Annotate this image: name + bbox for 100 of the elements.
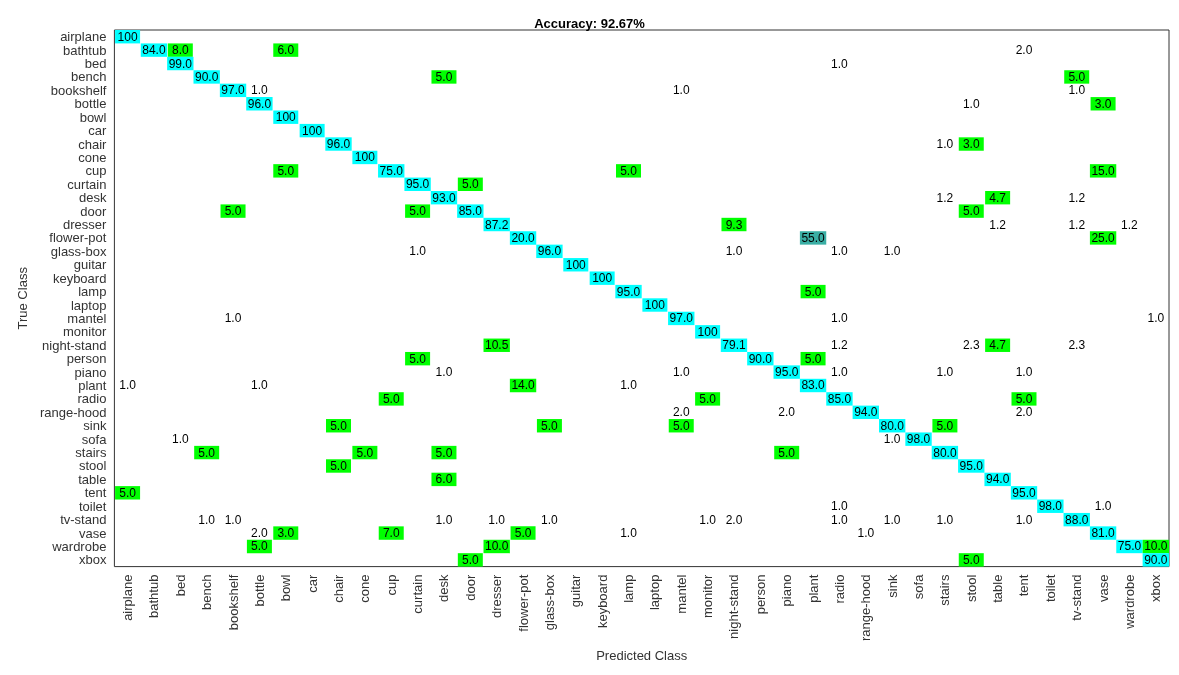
data-label: 100 <box>117 29 138 44</box>
data-label: 10.5 <box>485 338 509 353</box>
data-label: 100 <box>697 324 718 339</box>
data-label: 1.0 <box>409 244 427 259</box>
data-label: 1.0 <box>1015 512 1033 527</box>
y-tick-label: bowl <box>79 109 107 125</box>
x-tick-label: lamp <box>621 574 637 603</box>
data-label: 5.0 <box>620 163 638 178</box>
y-tick-label: guitar <box>73 257 108 273</box>
x-tick-label: bathtub <box>146 574 162 618</box>
data-label: 100 <box>354 150 376 165</box>
data-label: 1.0 <box>962 96 980 111</box>
data-label: 100 <box>565 257 587 272</box>
x-tick-label: chair <box>331 573 346 603</box>
y-tick-label: car <box>88 123 108 139</box>
data-label: 5.0 <box>778 445 796 460</box>
data-label: 5.0 <box>330 418 348 433</box>
data-label: 95.0 <box>959 458 984 473</box>
data-label: 80.0 <box>933 445 957 460</box>
data-label: 1.0 <box>1094 499 1112 514</box>
data-label: 85.0 <box>827 391 852 406</box>
x-tick-label: guitar <box>568 573 584 608</box>
data-label: 2.3 <box>962 338 980 353</box>
data-label: 81.0 <box>1091 526 1116 541</box>
data-label: 95.0 <box>775 365 799 380</box>
y-tick-label: range-hood <box>39 404 107 420</box>
data-label: 1.0 <box>936 512 954 527</box>
data-label: 1.0 <box>541 512 559 527</box>
data-label: 1.0 <box>883 432 901 447</box>
x-tick-label: bookshelf <box>225 574 241 631</box>
data-label: 1.0 <box>831 56 849 71</box>
data-label: 4.7 <box>989 190 1007 205</box>
x-tick-label: monitor <box>700 573 716 618</box>
data-label: 2.0 <box>672 405 690 420</box>
data-label: 98.0 <box>906 432 931 447</box>
data-label: 1.0 <box>672 83 690 98</box>
y-tick-label: dresser <box>63 217 108 233</box>
data-label: 5.0 <box>672 418 690 433</box>
data-label: 95.0 <box>405 177 430 192</box>
data-label: 1.0 <box>831 365 849 380</box>
y-tick-label: wardrobe <box>51 538 107 554</box>
data-label: 1.0 <box>251 378 269 393</box>
data-label: 5.0 <box>224 204 242 219</box>
data-label: 15.0 <box>1091 163 1116 178</box>
data-label: 5.0 <box>514 526 532 541</box>
y-tick-label: sofa <box>81 431 108 447</box>
x-tick-label: sink <box>884 574 900 598</box>
data-label: 90.0 <box>1144 552 1168 567</box>
data-label: 5.0 <box>119 485 137 500</box>
y-tick-label: chair <box>78 136 108 152</box>
data-label: 95.0 <box>616 284 641 299</box>
x-tick-label: stool <box>963 574 979 603</box>
y-tick-label: cup <box>85 163 107 179</box>
data-label: 5.0 <box>1015 391 1033 406</box>
data-label: 5.0 <box>461 177 479 192</box>
data-label: 4.7 <box>989 338 1007 353</box>
data-label: 98.0 <box>1038 499 1063 514</box>
x-tick-label: night-stand <box>726 574 742 639</box>
data-label: 6.0 <box>277 43 295 58</box>
data-label: 83.0 <box>801 378 826 393</box>
y-tick-label: monitor <box>63 324 108 340</box>
x-tick-label: flower-pot <box>515 574 531 632</box>
data-label: 90.0 <box>195 69 219 84</box>
y-tick-label: vase <box>78 525 107 541</box>
data-label: 96.0 <box>247 96 272 111</box>
data-label: 1.2 <box>1068 217 1086 232</box>
data-label: 97.0 <box>669 311 694 326</box>
data-label: 1.0 <box>435 512 453 527</box>
data-label: 5.0 <box>198 445 216 460</box>
data-label: 5.0 <box>330 458 348 473</box>
x-tick-label: table <box>990 574 1006 603</box>
x-tick-label: laptop <box>647 574 663 611</box>
x-tick-label: wardrobe <box>1121 574 1137 630</box>
data-label: 25.0 <box>1091 230 1116 245</box>
data-label: 5.0 <box>409 351 427 366</box>
data-label: 3.0 <box>277 526 295 541</box>
data-label: 2.0 <box>778 405 796 420</box>
data-label: 1.0 <box>699 512 717 527</box>
data-label: 5.0 <box>382 391 400 406</box>
y-tick-label: xbox <box>78 552 107 568</box>
data-label: 1.0 <box>251 83 269 98</box>
data-label: 1.0 <box>620 378 638 393</box>
x-tick-label: piano <box>779 574 795 607</box>
x-tick-label: stairs <box>937 574 953 606</box>
data-label: 2.0 <box>1015 405 1033 420</box>
y-tick-label: person <box>66 351 107 367</box>
data-label: 20.0 <box>511 230 536 245</box>
data-label: 3.0 <box>962 137 980 152</box>
y-tick-label: stairs <box>75 445 107 461</box>
data-label: 1.0 <box>857 526 875 541</box>
x-axis-title: Predicted Class <box>596 648 688 663</box>
data-label: 1.0 <box>936 365 954 380</box>
data-label: 2.0 <box>251 526 269 541</box>
data-label: 100 <box>644 298 666 313</box>
y-tick-label: tv-stand <box>60 512 107 528</box>
data-label: 1.0 <box>831 311 849 326</box>
data-label: 1.2 <box>989 217 1007 232</box>
data-label: 93.0 <box>432 190 456 205</box>
data-label: 1.0 <box>488 512 506 527</box>
data-label: 1.0 <box>936 137 954 152</box>
